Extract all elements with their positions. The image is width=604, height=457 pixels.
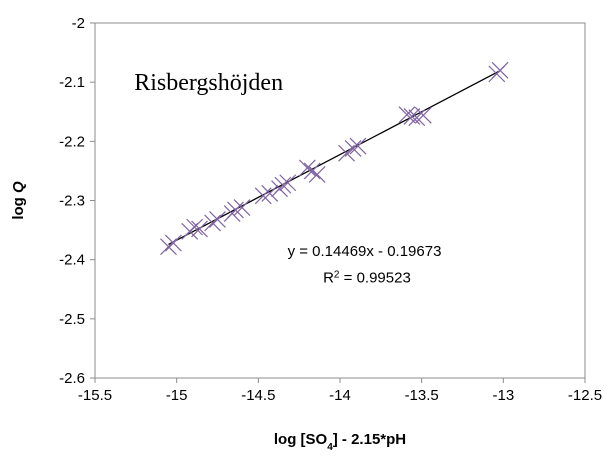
data-point-marker — [261, 184, 279, 202]
y-axis: -2.6 -2.5 -2.4 -2.3 -2.2 -2.1 -2 — [59, 15, 95, 387]
data-point-marker — [408, 109, 426, 127]
x-tick-label: -15.5 — [78, 387, 112, 404]
data-point-marker — [308, 166, 326, 183]
data-point-marker — [204, 214, 222, 232]
data-point-marker — [303, 162, 321, 180]
y-axis-title: log Q — [10, 181, 27, 220]
y-axis-title-main: log — [10, 193, 27, 220]
data-point-marker — [160, 238, 177, 256]
x-tick-label: -14 — [329, 387, 351, 404]
r2-suffix: = 0.99523 — [339, 269, 410, 286]
x-tick-label: -12.5 — [568, 387, 602, 404]
r2-prefix: R — [323, 269, 334, 286]
r2-superscript: 2 — [334, 269, 340, 280]
x-tick-label: -13 — [492, 387, 514, 404]
data-point-marker — [227, 201, 244, 219]
x-tick-label: -15 — [166, 387, 188, 404]
data-point-marker — [233, 199, 251, 217]
data-point-marker — [186, 218, 204, 236]
data-point-marker — [209, 211, 226, 228]
y-axis-title-italic: Q — [10, 181, 27, 193]
data-points — [160, 61, 509, 256]
data-point-marker — [254, 187, 272, 205]
y-tick-label: -2.5 — [59, 311, 85, 328]
y-tick-label: -2.6 — [59, 370, 85, 387]
y-tick-label: -2.2 — [59, 133, 85, 150]
x-axis-title-rest: ] - 2.15*pH — [333, 431, 406, 448]
trendline-equation: y = 0.14469x - 0.19673 — [288, 243, 442, 260]
data-point-marker — [191, 220, 208, 238]
trendline-r-squared: R2 = 0.99523 — [323, 269, 411, 287]
trendline — [168, 70, 501, 246]
data-point-marker — [164, 234, 182, 252]
x-axis-title-subscript: 4 — [327, 442, 333, 453]
data-point-marker — [414, 106, 432, 124]
data-point-marker — [491, 61, 509, 79]
data-point-marker — [274, 176, 292, 194]
x-axis: -15.5 -15 -14.5 -14 -13.5 -13 -12.5 — [78, 378, 602, 404]
data-point-marker — [398, 106, 416, 124]
data-point-marker — [344, 140, 362, 157]
x-tick-label: -13.5 — [405, 387, 439, 404]
y-tick-label: -2.4 — [59, 252, 85, 269]
y-tick-label: -2 — [72, 15, 85, 32]
y-tick-label: -2.1 — [59, 74, 85, 91]
data-point-marker — [298, 159, 316, 177]
chart-annotation-title: Risbergshöjden — [134, 70, 283, 96]
x-axis-title-main: log [SO — [274, 431, 328, 448]
y-tick-label: -2.3 — [59, 193, 85, 210]
x-axis-title: log [SO4] - 2.15*pH — [274, 431, 406, 453]
data-point-marker — [279, 174, 297, 192]
x-tick-label: -14.5 — [241, 387, 275, 404]
trendline-group — [168, 70, 501, 246]
data-point-marker — [349, 137, 367, 155]
